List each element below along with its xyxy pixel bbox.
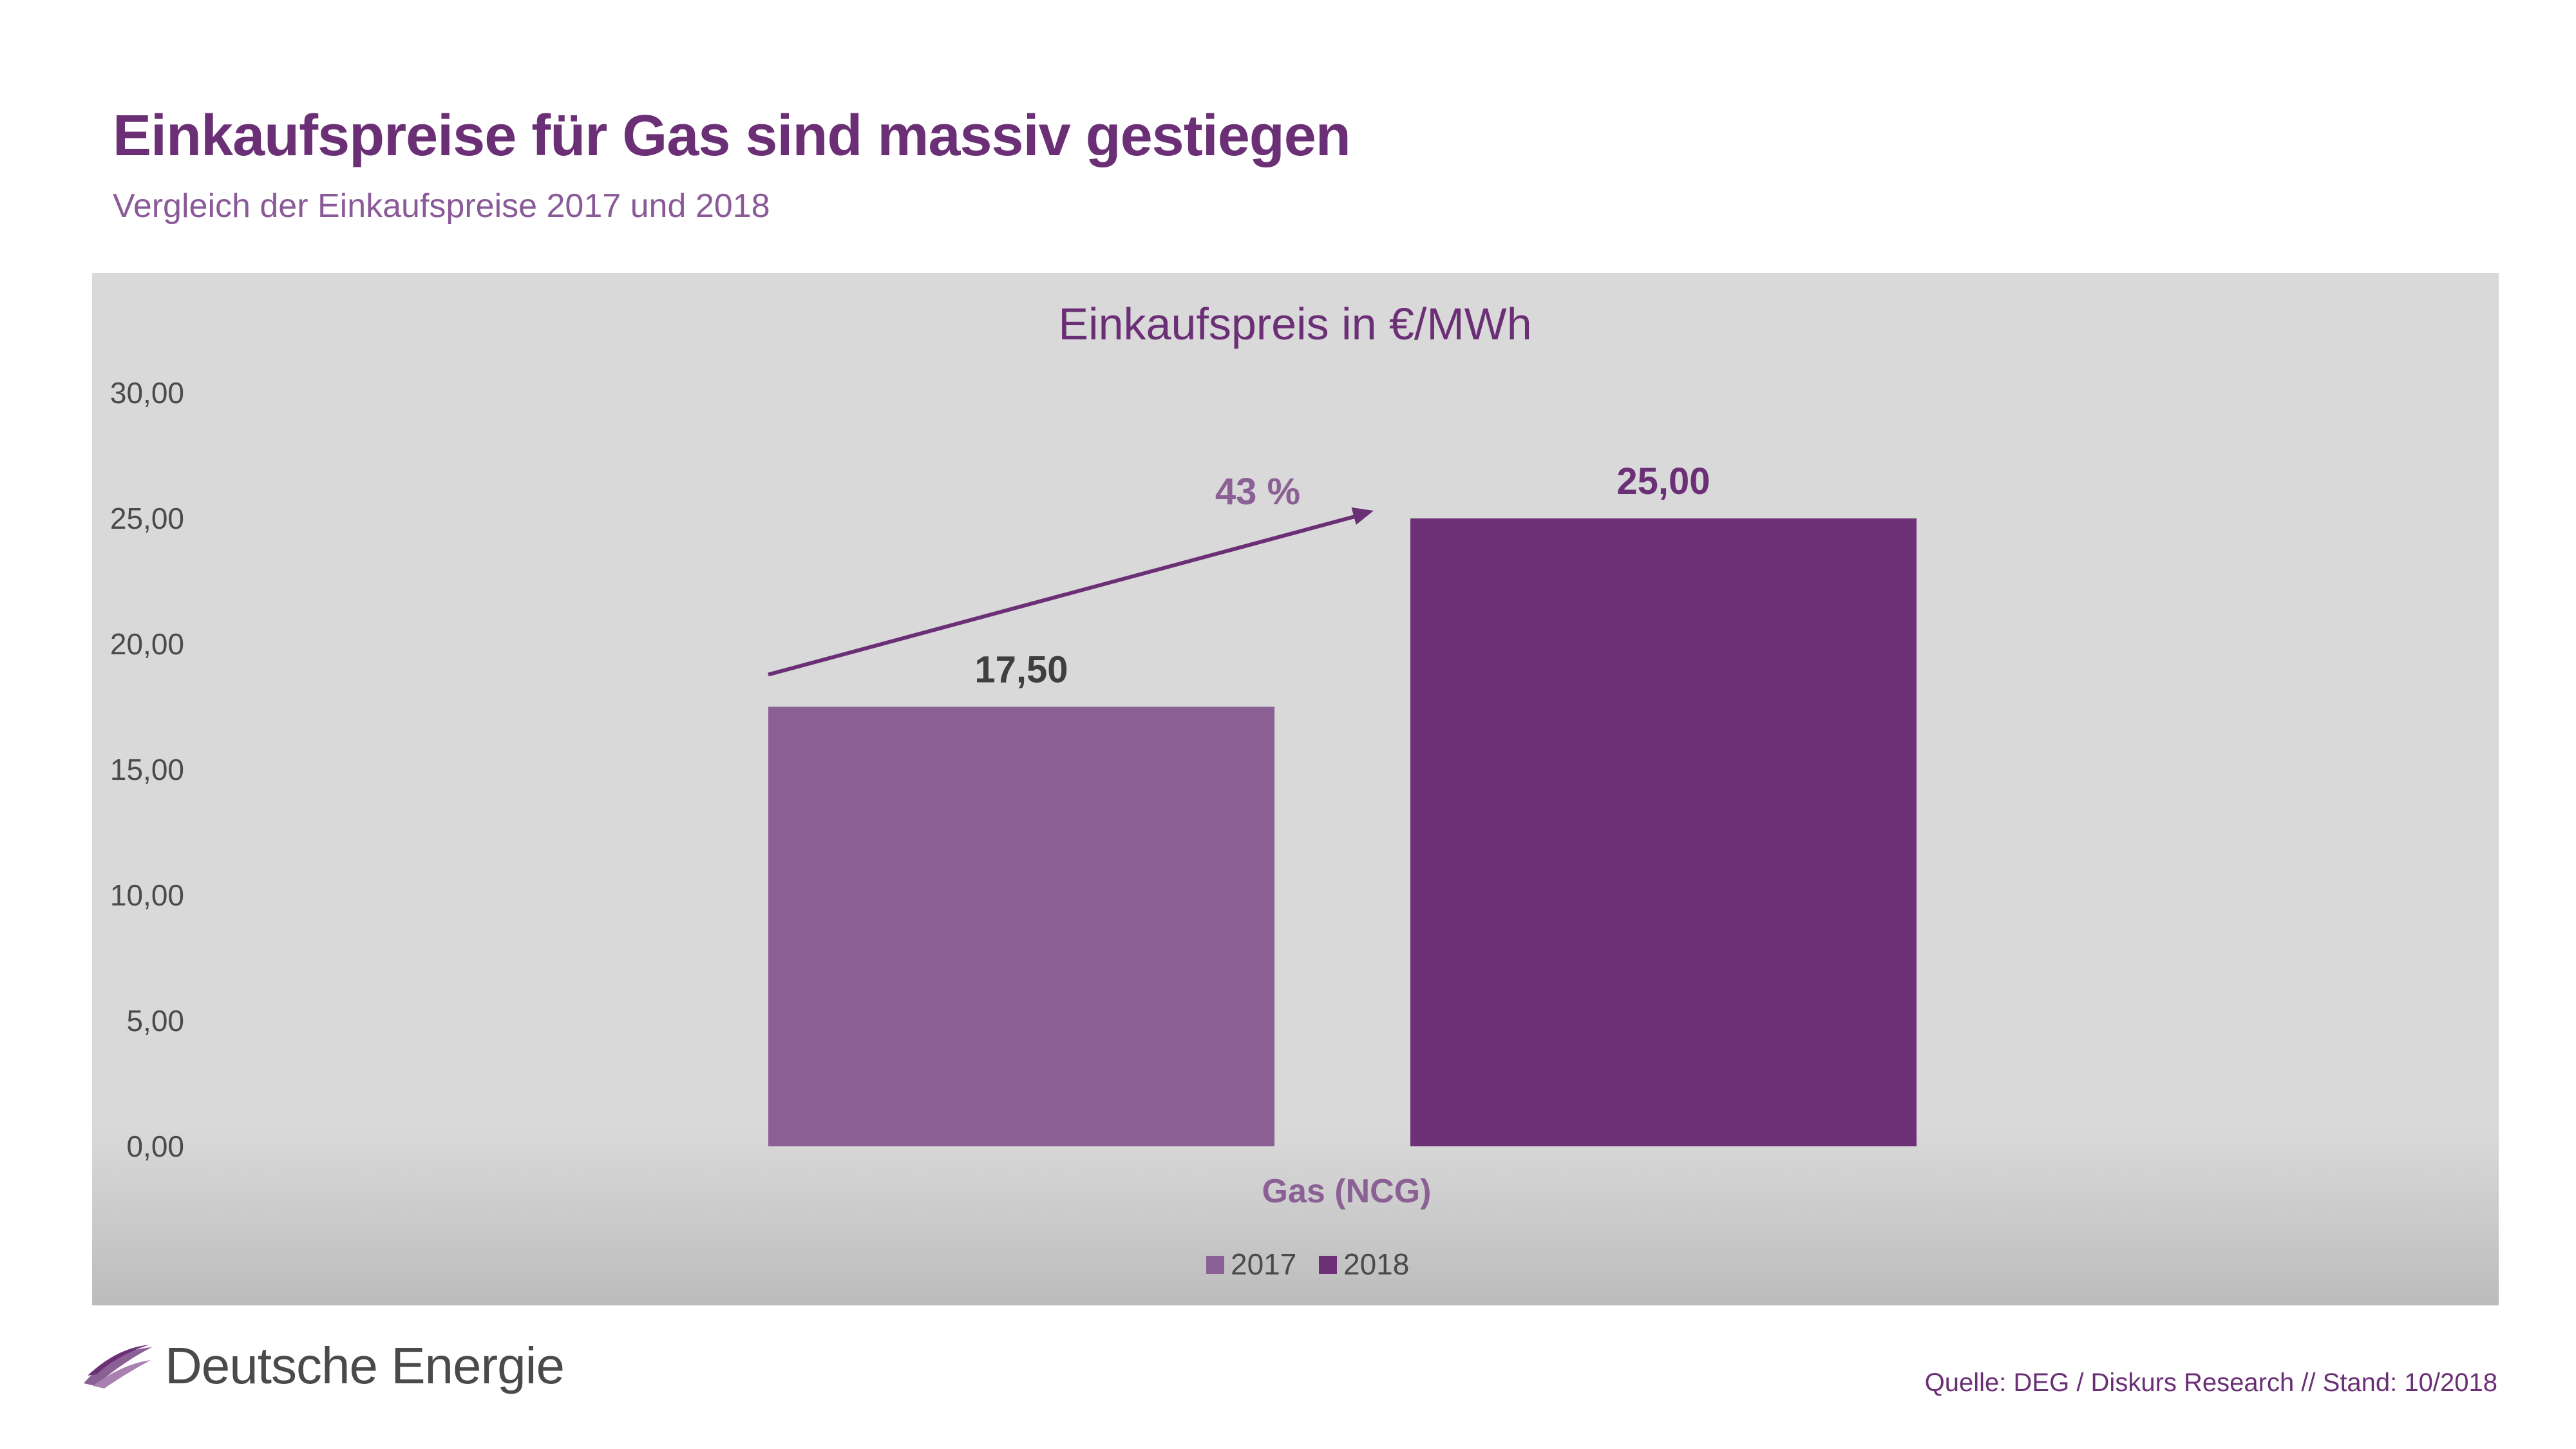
y-tick-label: 5,00	[126, 1004, 184, 1037]
data-label-2017: 17,50	[974, 649, 1068, 691]
legend-swatch-2018	[1319, 1256, 1337, 1274]
y-tick-label: 30,00	[110, 376, 184, 410]
chart-panel: Einkaufspreis in €/MWh 0,00 5,00 10,00 15,00…	[92, 273, 2499, 1305]
bar-chart: Einkaufspreis in €/MWh 0,00 5,00 10,00 15,00…	[110, 299, 1917, 1281]
chart-title: Einkaufspreis in €/MWh	[1058, 299, 1531, 349]
y-tick-label: 0,00	[126, 1130, 184, 1163]
x-category-label: Gas (NCG)	[1262, 1173, 1432, 1210]
brand-logo: Deutsche Energie	[82, 1336, 565, 1396]
brand-name: Deutsche Energie	[165, 1337, 565, 1394]
y-tick-label: 20,00	[110, 627, 184, 661]
growth-arrow-line	[768, 513, 1363, 677]
page-title: Einkaufspreise für Gas sind massiv gesti…	[113, 104, 1351, 168]
legend-label-2018: 2018	[1343, 1247, 1409, 1281]
y-tick-label: 15,00	[110, 753, 184, 786]
source-note: Quelle: DEG / Diskurs Research // Stand:…	[1924, 1368, 2497, 1397]
page-subtitle: Vergleich der Einkaufspreise 2017 und 20…	[113, 187, 770, 225]
energy-wave-icon	[84, 1345, 152, 1388]
legend-swatch-2017	[1206, 1256, 1224, 1274]
bar-2018	[1410, 518, 1917, 1146]
bar-2017	[768, 706, 1274, 1146]
legend-label-2017: 2017	[1231, 1247, 1296, 1281]
growth-arrow-head	[1351, 507, 1374, 525]
data-label-2018: 25,00	[1616, 460, 1710, 502]
y-tick-label: 25,00	[110, 502, 184, 535]
growth-annotation: 43 %	[1215, 471, 1300, 513]
y-tick-label: 10,00	[110, 878, 184, 912]
